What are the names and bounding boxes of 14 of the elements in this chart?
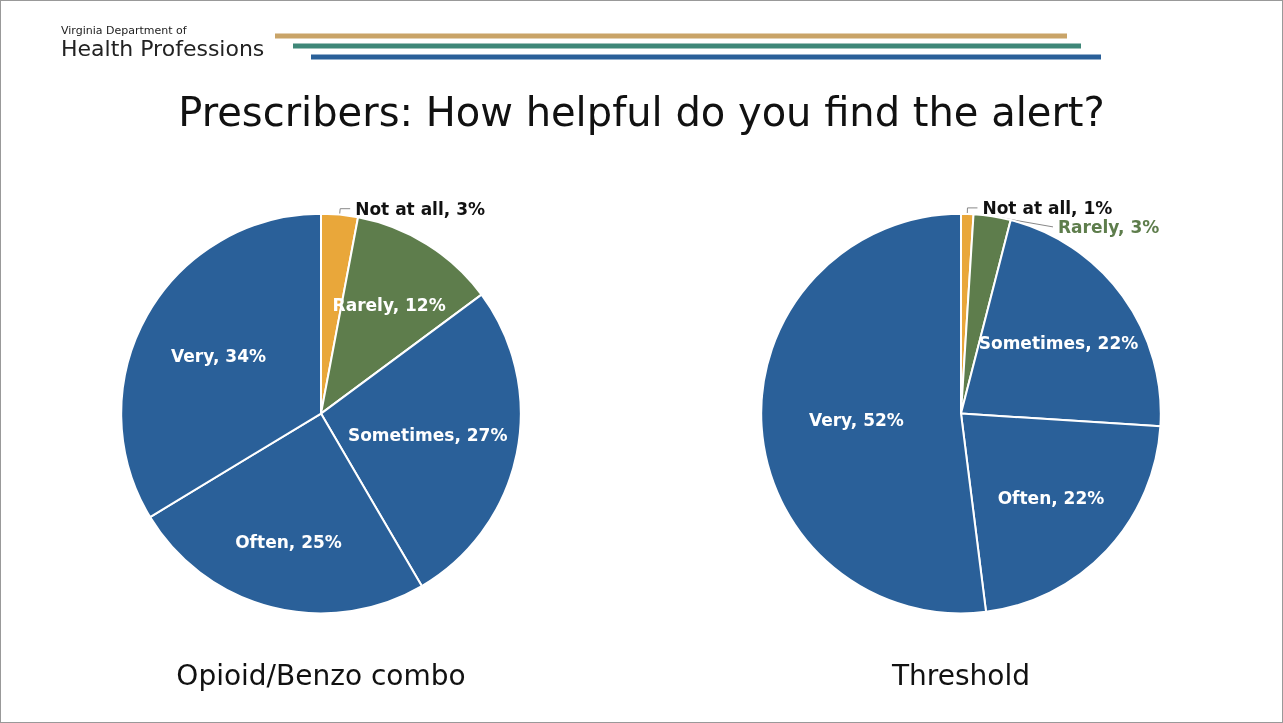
text: Health Professions [61, 35, 265, 61]
slice-label: Often, 25% [235, 531, 342, 552]
text: Virginia Department of [61, 24, 188, 37]
slice-label: Rarely, 3% [1058, 216, 1160, 237]
slice-label: Very, 34% [171, 345, 267, 366]
slice-label: Often, 22% [997, 488, 1105, 509]
text: Opioid/Benzo combo [176, 658, 466, 692]
slice-label: Very, 52% [808, 410, 904, 431]
text: Threshold [891, 658, 1030, 692]
slice-label: Sometimes, 22% [978, 332, 1139, 353]
slice-label: Not at all, 3% [355, 198, 486, 219]
slice-label: Not at all, 1% [982, 197, 1113, 218]
slice-label: Sometimes, 27% [347, 425, 508, 446]
text: Prescribers: How helpful do you find the alert? [177, 89, 1106, 135]
